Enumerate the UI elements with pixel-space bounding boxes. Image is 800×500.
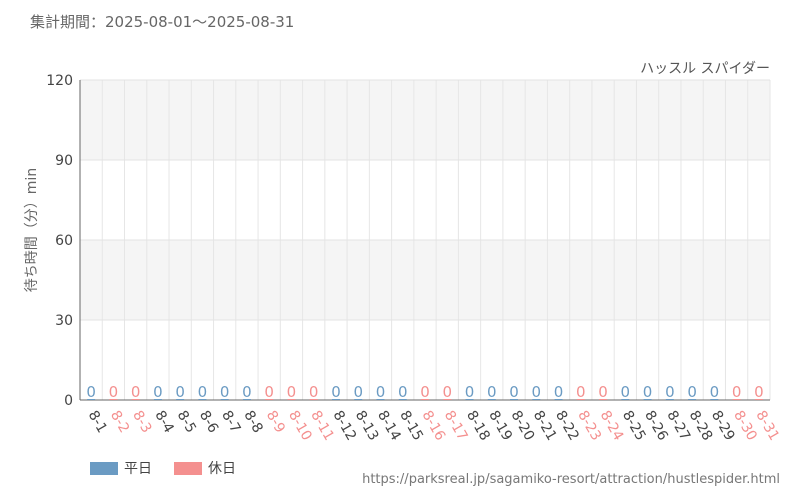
x-tick-label-8-6: 8-6 xyxy=(196,408,221,436)
value-label-8-16: 0 xyxy=(420,383,430,401)
period-label: 集計期間：2025-08-01～2025-08-31 xyxy=(30,13,295,31)
value-label-8-3: 0 xyxy=(131,383,141,401)
value-label-8-8: 0 xyxy=(242,383,252,401)
bar-8-16 xyxy=(421,399,429,400)
source-url[interactable]: https://parksreal.jp/sagamiko-resort/att… xyxy=(362,472,780,487)
grid-band xyxy=(80,80,770,160)
y-tick-label: 60 xyxy=(55,233,73,249)
x-tick-label-8-7: 8-7 xyxy=(218,408,243,436)
value-label-8-24: 0 xyxy=(598,383,608,401)
bar-8-15 xyxy=(398,399,407,400)
bar-8-23 xyxy=(576,399,585,400)
x-tick-label-8-5: 8-5 xyxy=(174,408,199,436)
bar-8-28 xyxy=(688,399,697,400)
bar-8-19 xyxy=(487,399,496,400)
bar-8-10 xyxy=(287,399,296,400)
x-tick-label-8-1: 8-1 xyxy=(85,408,110,436)
value-label-8-27: 0 xyxy=(665,383,675,401)
value-label-8-1: 0 xyxy=(86,383,96,401)
y-tick-label: 90 xyxy=(55,153,73,169)
bar-8-31 xyxy=(754,399,763,400)
bar-8-22 xyxy=(554,399,563,400)
value-label-8-20: 0 xyxy=(509,383,519,401)
grid-band xyxy=(80,160,770,240)
bar-8-29 xyxy=(710,399,719,400)
value-label-8-17: 0 xyxy=(442,383,452,401)
bar-8-4 xyxy=(153,399,162,400)
value-label-8-13: 0 xyxy=(353,383,363,401)
bar-8-6 xyxy=(198,399,207,400)
x-tick-label-8-4: 8-4 xyxy=(151,408,176,436)
y-tick-label: 30 xyxy=(55,313,73,329)
bar-8-21 xyxy=(532,399,541,400)
value-label-8-14: 0 xyxy=(376,383,386,401)
y-axis-label: 待ち時間（分）min xyxy=(24,168,40,292)
value-label-8-26: 0 xyxy=(643,383,653,401)
x-tick-label-8-31: 8-31 xyxy=(752,408,782,444)
bar-8-2 xyxy=(109,399,118,400)
bar-8-30 xyxy=(732,399,741,400)
y-tick-label: 0 xyxy=(64,393,73,409)
bar-8-3 xyxy=(131,399,140,400)
value-label-8-22: 0 xyxy=(554,383,564,401)
bar-8-13 xyxy=(354,399,363,400)
bar-8-5 xyxy=(176,399,185,400)
bar-8-24 xyxy=(599,399,608,400)
attraction-name: ハッスル スパイダー xyxy=(640,61,770,77)
bar-8-26 xyxy=(643,399,652,400)
value-label-8-6: 0 xyxy=(198,383,208,401)
value-label-8-2: 0 xyxy=(109,383,119,401)
bar-8-27 xyxy=(665,399,674,400)
y-tick-label: 120 xyxy=(46,73,73,89)
bar-8-7 xyxy=(220,399,229,400)
bar-8-18 xyxy=(465,399,474,400)
value-label-8-15: 0 xyxy=(398,383,408,401)
value-label-8-4: 0 xyxy=(153,383,163,401)
legend-swatch-holiday xyxy=(174,461,202,475)
value-label-8-9: 0 xyxy=(264,383,274,401)
bar-8-8 xyxy=(242,399,251,400)
legend: 平日 休日 xyxy=(90,458,258,478)
bar-8-11 xyxy=(309,399,318,400)
value-label-8-23: 0 xyxy=(576,383,586,401)
value-label-8-31: 0 xyxy=(754,383,764,401)
value-label-8-10: 0 xyxy=(287,383,297,401)
value-label-8-12: 0 xyxy=(331,383,341,401)
value-label-8-29: 0 xyxy=(710,383,720,401)
bar-8-25 xyxy=(621,399,630,400)
grid-band xyxy=(80,240,770,320)
value-label-8-25: 0 xyxy=(621,383,631,401)
legend-item-weekday: 平日 xyxy=(90,458,152,478)
bar-8-20 xyxy=(510,399,519,400)
value-label-8-5: 0 xyxy=(175,383,185,401)
value-label-8-19: 0 xyxy=(487,383,497,401)
x-tick-label-8-9: 8-9 xyxy=(263,408,288,436)
bar-8-9 xyxy=(265,399,274,400)
value-label-8-18: 0 xyxy=(465,383,475,401)
bar-8-1 xyxy=(87,399,96,400)
bar-8-12 xyxy=(331,399,340,400)
bar-8-17 xyxy=(443,399,452,400)
value-label-8-28: 0 xyxy=(687,383,697,401)
value-label-8-7: 0 xyxy=(220,383,230,401)
legend-item-holiday: 休日 xyxy=(174,458,236,478)
grid-band xyxy=(80,320,770,400)
value-label-8-21: 0 xyxy=(532,383,542,401)
x-tick-label-8-3: 8-3 xyxy=(129,408,154,436)
bar-8-14 xyxy=(376,399,385,400)
x-tick-label-8-2: 8-2 xyxy=(107,408,132,436)
legend-label-holiday: 休日 xyxy=(208,461,236,477)
legend-swatch-weekday xyxy=(90,461,118,475)
legend-label-weekday: 平日 xyxy=(124,461,152,477)
value-label-8-30: 0 xyxy=(732,383,742,401)
x-tick-label-8-8: 8-8 xyxy=(240,408,265,436)
value-label-8-11: 0 xyxy=(309,383,319,401)
